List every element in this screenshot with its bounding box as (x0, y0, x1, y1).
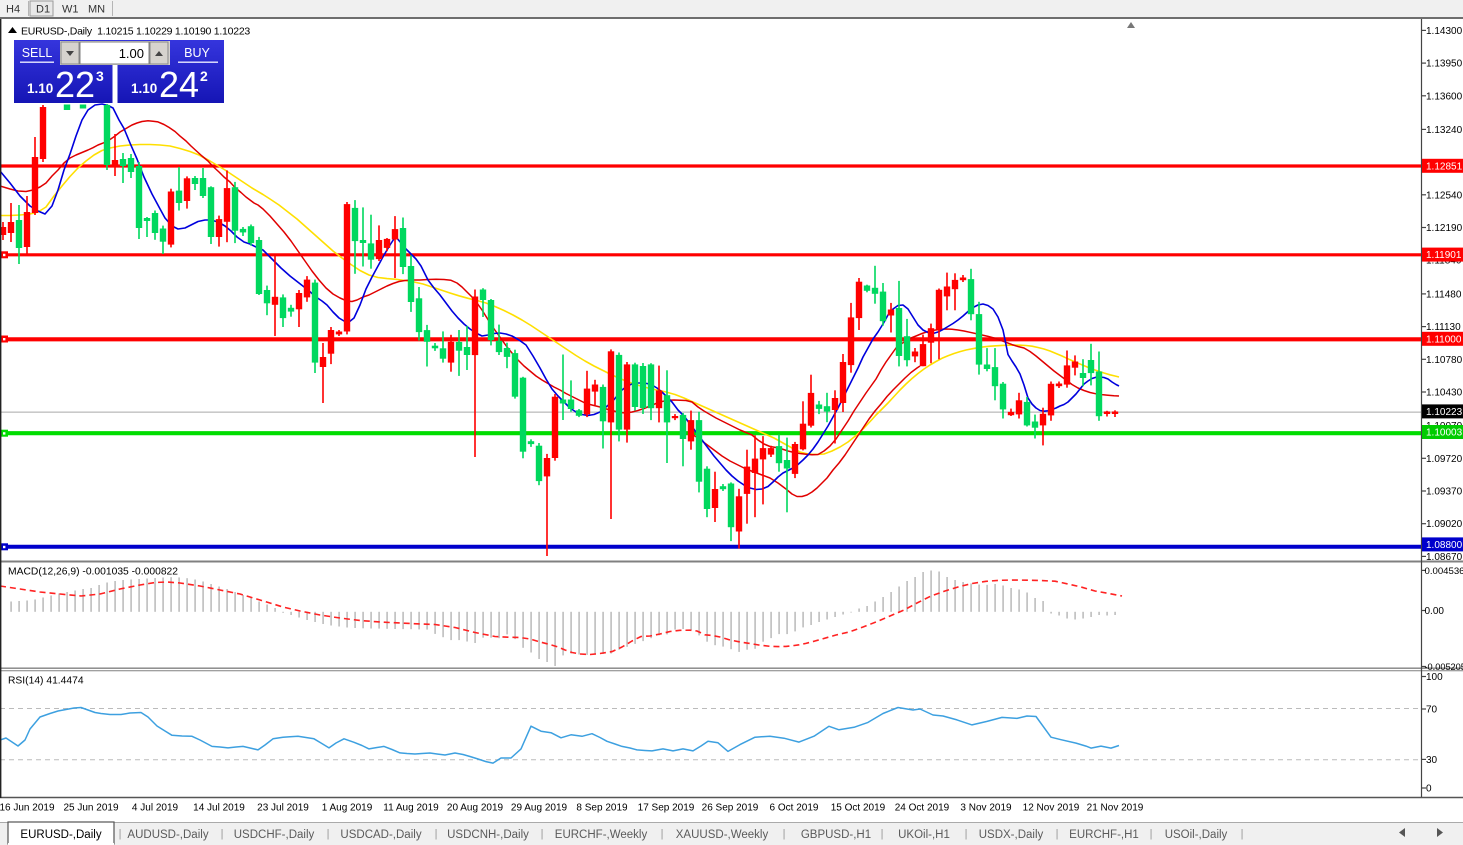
svg-text:EURCHF-,Weekly: EURCHF-,Weekly (555, 829, 648, 841)
svg-text:3: 3 (96, 68, 104, 84)
svg-text:AUDUSD-,Daily: AUDUSD-,Daily (127, 829, 208, 841)
svg-text:GBPUSD-,H1: GBPUSD-,H1 (801, 829, 871, 841)
svg-text:1.13240: 1.13240 (1426, 125, 1463, 136)
svg-text:W1: W1 (62, 4, 79, 16)
svg-text:22: 22 (55, 64, 95, 105)
svg-text:-0.005205: -0.005205 (1425, 662, 1463, 672)
svg-text:0: 0 (1426, 784, 1432, 795)
svg-text:24 Oct 2019: 24 Oct 2019 (895, 803, 950, 814)
svg-text:MACD(12,26,9) -0.001035 -0.000: MACD(12,26,9) -0.001035 -0.000822 (8, 567, 178, 578)
svg-text:|: | (1241, 828, 1244, 840)
svg-text:1.13600: 1.13600 (1426, 91, 1463, 102)
svg-text:USDX-,Daily: USDX-,Daily (979, 829, 1044, 841)
svg-text:8 Sep 2019: 8 Sep 2019 (576, 803, 628, 814)
svg-text:1.00: 1.00 (119, 46, 144, 61)
svg-text:6 Oct 2019: 6 Oct 2019 (770, 803, 819, 814)
svg-text:1.10003: 1.10003 (1426, 428, 1463, 439)
svg-text:BUY: BUY (184, 46, 210, 60)
svg-text:|: | (881, 828, 884, 840)
svg-text:MN: MN (88, 4, 105, 16)
svg-text:12 Nov 2019: 12 Nov 2019 (1023, 803, 1080, 814)
svg-text:1 Aug 2019: 1 Aug 2019 (322, 803, 373, 814)
svg-text:1.09370: 1.09370 (1426, 487, 1463, 498)
svg-text:H4: H4 (6, 4, 20, 16)
svg-text:1.12540: 1.12540 (1426, 190, 1463, 201)
svg-text:1.09020: 1.09020 (1426, 519, 1463, 530)
svg-text:11 Aug 2019: 11 Aug 2019 (383, 803, 439, 814)
svg-text:0.004536: 0.004536 (1425, 566, 1463, 577)
svg-text:1.12190: 1.12190 (1426, 223, 1463, 234)
svg-text:26 Sep 2019: 26 Sep 2019 (702, 803, 759, 814)
svg-text:|: | (1150, 828, 1153, 840)
svg-text:USDCNH-,Daily: USDCNH-,Daily (447, 829, 529, 841)
svg-text:0.00: 0.00 (1425, 606, 1445, 617)
svg-text:1.10: 1.10 (131, 81, 157, 96)
svg-text:4 Jul 2019: 4 Jul 2019 (132, 803, 179, 814)
svg-text:20 Aug 2019: 20 Aug 2019 (447, 803, 504, 814)
svg-text:2: 2 (200, 68, 208, 84)
svg-text:1.10: 1.10 (27, 81, 53, 96)
svg-text:XAUUSD-,Weekly: XAUUSD-,Weekly (676, 829, 769, 841)
svg-text:1.11130: 1.11130 (1426, 322, 1461, 333)
svg-text:29 Aug 2019: 29 Aug 2019 (511, 803, 568, 814)
svg-text:|: | (327, 828, 330, 840)
svg-text:1.14300: 1.14300 (1426, 26, 1463, 37)
svg-text:1.11901: 1.11901 (1426, 250, 1462, 261)
svg-text:15 Oct 2019: 15 Oct 2019 (831, 803, 886, 814)
svg-text:|: | (1056, 828, 1059, 840)
svg-text:17 Sep 2019: 17 Sep 2019 (638, 803, 695, 814)
svg-text:UKOil-,H1: UKOil-,H1 (898, 829, 950, 841)
svg-text:1.10780: 1.10780 (1426, 355, 1463, 366)
svg-text:|: | (221, 828, 224, 840)
svg-text:EURUSD-,Daily: EURUSD-,Daily (20, 829, 101, 841)
svg-text:D1: D1 (36, 4, 50, 16)
svg-text:|: | (541, 828, 544, 840)
svg-text:30: 30 (1426, 755, 1438, 766)
svg-text:1.10223: 1.10223 (1426, 407, 1463, 418)
svg-text:1.11000: 1.11000 (1426, 334, 1462, 345)
svg-text:USDCHF-,Daily: USDCHF-,Daily (234, 829, 315, 841)
svg-text:1.10430: 1.10430 (1426, 388, 1463, 399)
svg-text:1.08800: 1.08800 (1426, 540, 1463, 551)
svg-text:70: 70 (1426, 705, 1438, 716)
svg-text:|: | (965, 828, 968, 840)
svg-text:1.11480: 1.11480 (1426, 289, 1462, 300)
svg-text:1.12851: 1.12851 (1426, 161, 1463, 172)
svg-text:24: 24 (159, 64, 199, 105)
svg-text:|: | (661, 828, 664, 840)
svg-text:USDCAD-,Daily: USDCAD-,Daily (340, 829, 421, 841)
svg-text:USOil-,Daily: USOil-,Daily (1165, 829, 1228, 841)
svg-text:25 Jun 2019: 25 Jun 2019 (63, 803, 118, 814)
svg-text:SELL: SELL (22, 46, 53, 60)
svg-text:|: | (119, 828, 122, 840)
svg-text:1.09720: 1.09720 (1426, 454, 1463, 465)
svg-text:14 Jul 2019: 14 Jul 2019 (193, 803, 245, 814)
svg-text:|: | (435, 828, 438, 840)
svg-text:21 Nov 2019: 21 Nov 2019 (1087, 803, 1144, 814)
svg-text:100: 100 (1426, 672, 1443, 683)
svg-text:16 Jun 2019: 16 Jun 2019 (0, 803, 55, 814)
svg-text:|: | (783, 828, 786, 840)
svg-text:3 Nov 2019: 3 Nov 2019 (960, 803, 1012, 814)
svg-text:EURUSD-,Daily 1.10215 1.10229: EURUSD-,Daily 1.10215 1.10229 1.10190 1.… (21, 26, 250, 38)
svg-text:1.08670: 1.08670 (1426, 552, 1463, 563)
svg-text:EURCHF-,H1: EURCHF-,H1 (1069, 829, 1139, 841)
svg-text:23 Jul 2019: 23 Jul 2019 (257, 803, 309, 814)
svg-text:RSI(14) 41.4474: RSI(14) 41.4474 (8, 676, 84, 687)
svg-text:1.13950: 1.13950 (1426, 59, 1463, 70)
